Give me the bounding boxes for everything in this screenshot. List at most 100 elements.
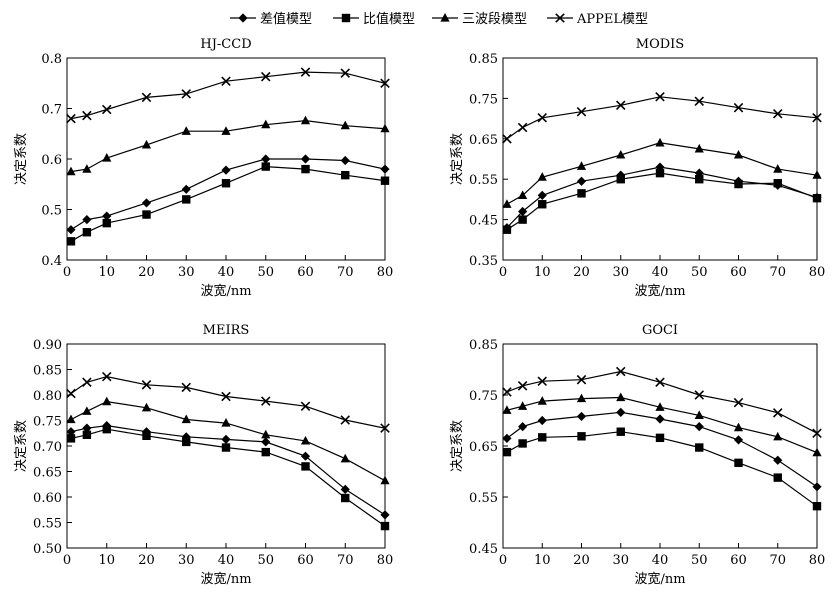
- data-point-x: [380, 423, 390, 433]
- data-point-square: [142, 431, 151, 440]
- plot-frame: [502, 57, 818, 261]
- series-diamond: [502, 407, 822, 492]
- data-point-triangle: [380, 475, 390, 485]
- data-point-x: [82, 377, 92, 388]
- series-square: [66, 162, 390, 246]
- data-point-square: [616, 427, 625, 436]
- series-x: [502, 92, 822, 144]
- x-tick-label: 40: [218, 553, 235, 568]
- y-axis-label: 决定系数: [14, 133, 29, 185]
- data-point-square: [812, 501, 822, 511]
- series-line: [70, 375, 386, 429]
- data-point-triangle: [576, 393, 587, 403]
- data-point-x: [694, 390, 705, 400]
- y-tick-label: 0.65: [469, 440, 498, 455]
- data-point-x: [576, 374, 587, 385]
- data-point-triangle: [773, 164, 783, 173]
- y-tick-label: 0.45: [469, 542, 498, 557]
- plot-frame: [502, 343, 818, 549]
- series-triangle: [502, 137, 822, 208]
- data-point-x: [537, 376, 548, 386]
- data-point-square: [695, 175, 704, 184]
- data-point-x: [260, 396, 271, 406]
- data-point-diamond: [380, 510, 390, 520]
- data-point-diamond: [537, 190, 547, 200]
- data-point-x: [141, 380, 152, 390]
- data-point-triangle: [82, 164, 92, 173]
- data-point-diamond: [616, 407, 626, 417]
- series-square: [502, 427, 822, 511]
- data-point-diamond: [340, 155, 350, 166]
- x-tick-label: 10: [534, 553, 551, 568]
- data-point-x: [82, 110, 92, 121]
- x-tick-label: 30: [612, 265, 629, 280]
- data-point-triangle: [66, 414, 76, 424]
- data-point-x: [772, 408, 783, 418]
- legend-item-0: 差值模型: [230, 11, 312, 27]
- data-point-diamond: [576, 176, 587, 186]
- x-tick-label: 10: [534, 265, 551, 280]
- data-point-triangle: [261, 119, 271, 129]
- series-square: [502, 168, 822, 234]
- data-point-square: [734, 179, 743, 189]
- series-line: [70, 400, 386, 482]
- legend-marker-x: [555, 13, 565, 23]
- data-point-x: [576, 106, 587, 117]
- data-point-triangle: [502, 199, 512, 208]
- data-point-square: [502, 447, 512, 457]
- x-tick-label: 10: [98, 265, 115, 280]
- x-tick-label: 0: [499, 265, 507, 280]
- data-point-square: [102, 218, 111, 228]
- series-diamond: [66, 421, 390, 520]
- series-line: [70, 71, 386, 120]
- series-line: [70, 165, 386, 242]
- data-point-square: [341, 493, 350, 503]
- data-point-triangle: [221, 418, 231, 427]
- series-triangle: [66, 396, 390, 485]
- y-tick-label: 0.4: [41, 254, 62, 269]
- data-point-x: [141, 92, 152, 103]
- x-tick-label: 50: [257, 265, 274, 280]
- plot-frame: [66, 57, 386, 261]
- data-point-square: [577, 432, 586, 441]
- data-point-triangle: [694, 143, 704, 153]
- data-point-triangle: [66, 166, 76, 176]
- x-tick-label: 0: [63, 553, 71, 568]
- data-point-triangle: [102, 152, 112, 162]
- data-point-triangle: [616, 149, 626, 159]
- data-point-x: [502, 387, 512, 397]
- data-point-square: [502, 225, 512, 234]
- x-tick-label: 40: [652, 265, 669, 280]
- legend-item-2: 三波段模型: [432, 12, 527, 27]
- data-point-square: [538, 200, 547, 209]
- data-point-x: [300, 401, 311, 411]
- legend-label: APPEL模型: [576, 12, 648, 27]
- y-tick-label: 0.85: [469, 52, 498, 67]
- series-triangle: [66, 115, 390, 176]
- data-point-square: [734, 458, 743, 468]
- y-axis-label: 决定系数: [14, 420, 29, 472]
- data-point-diamond: [221, 434, 231, 444]
- y-tick-label: 0.5: [41, 204, 62, 219]
- series-line: [70, 428, 386, 527]
- y-tick-label: 0.90: [33, 338, 62, 353]
- data-point-diamond: [812, 482, 822, 492]
- data-point-triangle: [102, 396, 112, 406]
- data-point-diamond: [655, 414, 665, 424]
- legend-item-1: 比值模型: [333, 11, 415, 27]
- data-point-x: [260, 71, 271, 82]
- series-line: [506, 370, 818, 434]
- data-point-square: [66, 237, 76, 246]
- y-tick-label: 0.55: [469, 173, 498, 188]
- series-line: [506, 411, 818, 488]
- series-x: [66, 371, 390, 433]
- data-point-diamond: [300, 451, 311, 461]
- chart-panel-goci: GOCI 0.45 0.55 0.65 0.75 0.85 0 10 20 30 40 50 60 70 8…: [450, 323, 825, 587]
- data-point-x: [615, 100, 626, 111]
- data-point-x: [221, 391, 231, 402]
- chart-panel-meirs: MEIRS 0.50 0.55 0.60 0.65 0.70 0.75 0.80 0.85 0.9…: [14, 323, 393, 587]
- data-point-triangle: [82, 406, 92, 415]
- data-point-triangle: [812, 447, 822, 457]
- x-tick-label: 0: [499, 553, 507, 568]
- series-x: [502, 366, 822, 439]
